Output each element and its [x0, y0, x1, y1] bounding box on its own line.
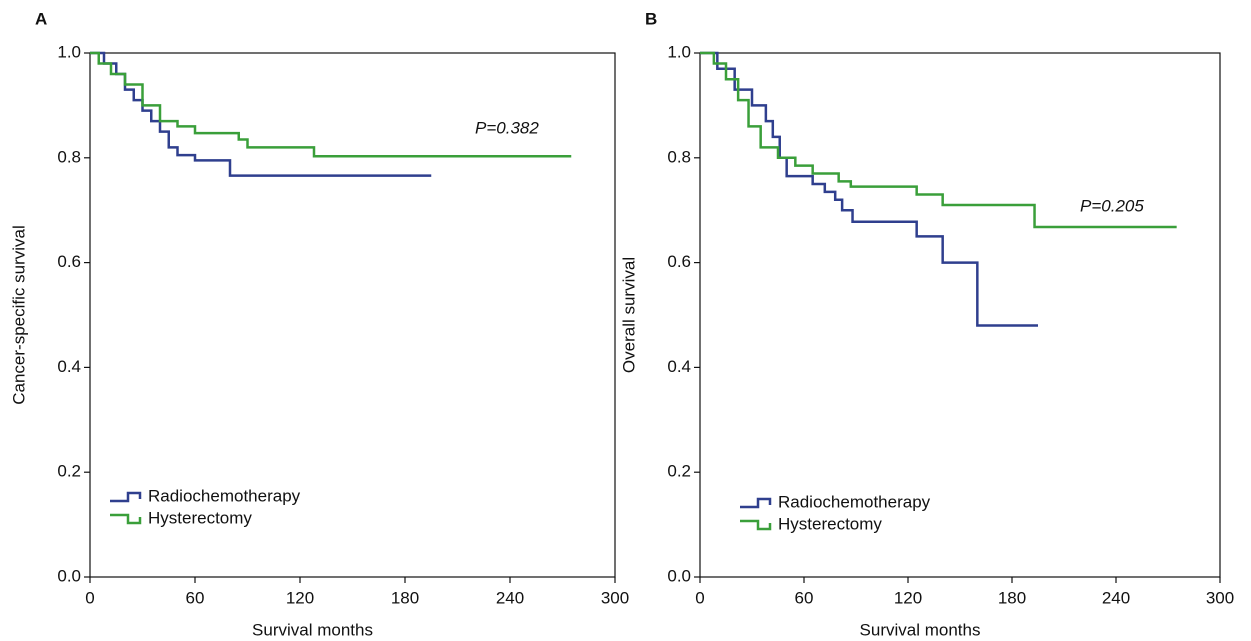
legend-label: Hysterectomy: [148, 508, 252, 527]
plot-frame: [89, 52, 616, 578]
y-tick-label: 0.8: [667, 147, 691, 166]
x-tick-label: 240: [1102, 588, 1130, 607]
y-tick-label: 0.2: [667, 462, 691, 481]
y-tick-label: 0.4: [57, 357, 81, 376]
y-tick-label: 0.8: [57, 147, 81, 166]
x-tick-label: 60: [795, 588, 814, 607]
y-axis-label: Cancer-specific survival: [9, 225, 28, 405]
panel-label: A: [35, 9, 47, 28]
panel-label: B: [645, 9, 657, 28]
y-tick-label: 0.4: [667, 357, 691, 376]
x-tick-label: 240: [496, 588, 524, 607]
y-tick-label: 0.6: [667, 252, 691, 271]
y-axis-label: Overall survival: [619, 257, 638, 373]
p-value: P=0.205: [1080, 196, 1144, 215]
y-tick-label: 0.2: [57, 462, 81, 481]
x-tick-label: 300: [1206, 588, 1234, 607]
survival-curve: [90, 51, 432, 177]
y-tick-label: 0.6: [57, 252, 81, 271]
legend-swatch: [110, 513, 142, 525]
legend-swatch: [740, 497, 772, 509]
legend-swatch: [110, 491, 142, 503]
y-tick-label: 0.0: [667, 566, 691, 585]
y-tick-label: 1.0: [57, 42, 81, 61]
legend-label: Radiochemotherapy: [148, 486, 301, 505]
x-axis-label: Survival months: [860, 620, 981, 639]
x-tick-label: 300: [601, 588, 629, 607]
x-axis-label: Survival months: [252, 620, 373, 639]
legend-swatch: [740, 519, 772, 531]
y-tick-label: 1.0: [667, 42, 691, 61]
survival-curve: [700, 51, 1177, 229]
legend-label: Radiochemotherapy: [778, 492, 931, 511]
survival-curve: [700, 51, 1038, 327]
x-tick-label: 0: [695, 588, 704, 607]
survival-curve: [90, 51, 572, 158]
p-value: P=0.382: [475, 118, 539, 137]
x-tick-label: 180: [998, 588, 1026, 607]
x-tick-label: 120: [286, 588, 314, 607]
x-tick-label: 180: [391, 588, 419, 607]
x-tick-label: 120: [894, 588, 922, 607]
x-tick-label: 60: [186, 588, 205, 607]
y-tick-label: 0.0: [57, 566, 81, 585]
x-tick-label: 0: [85, 588, 94, 607]
legend-label: Hysterectomy: [778, 514, 882, 533]
plot-frame: [699, 52, 1221, 578]
